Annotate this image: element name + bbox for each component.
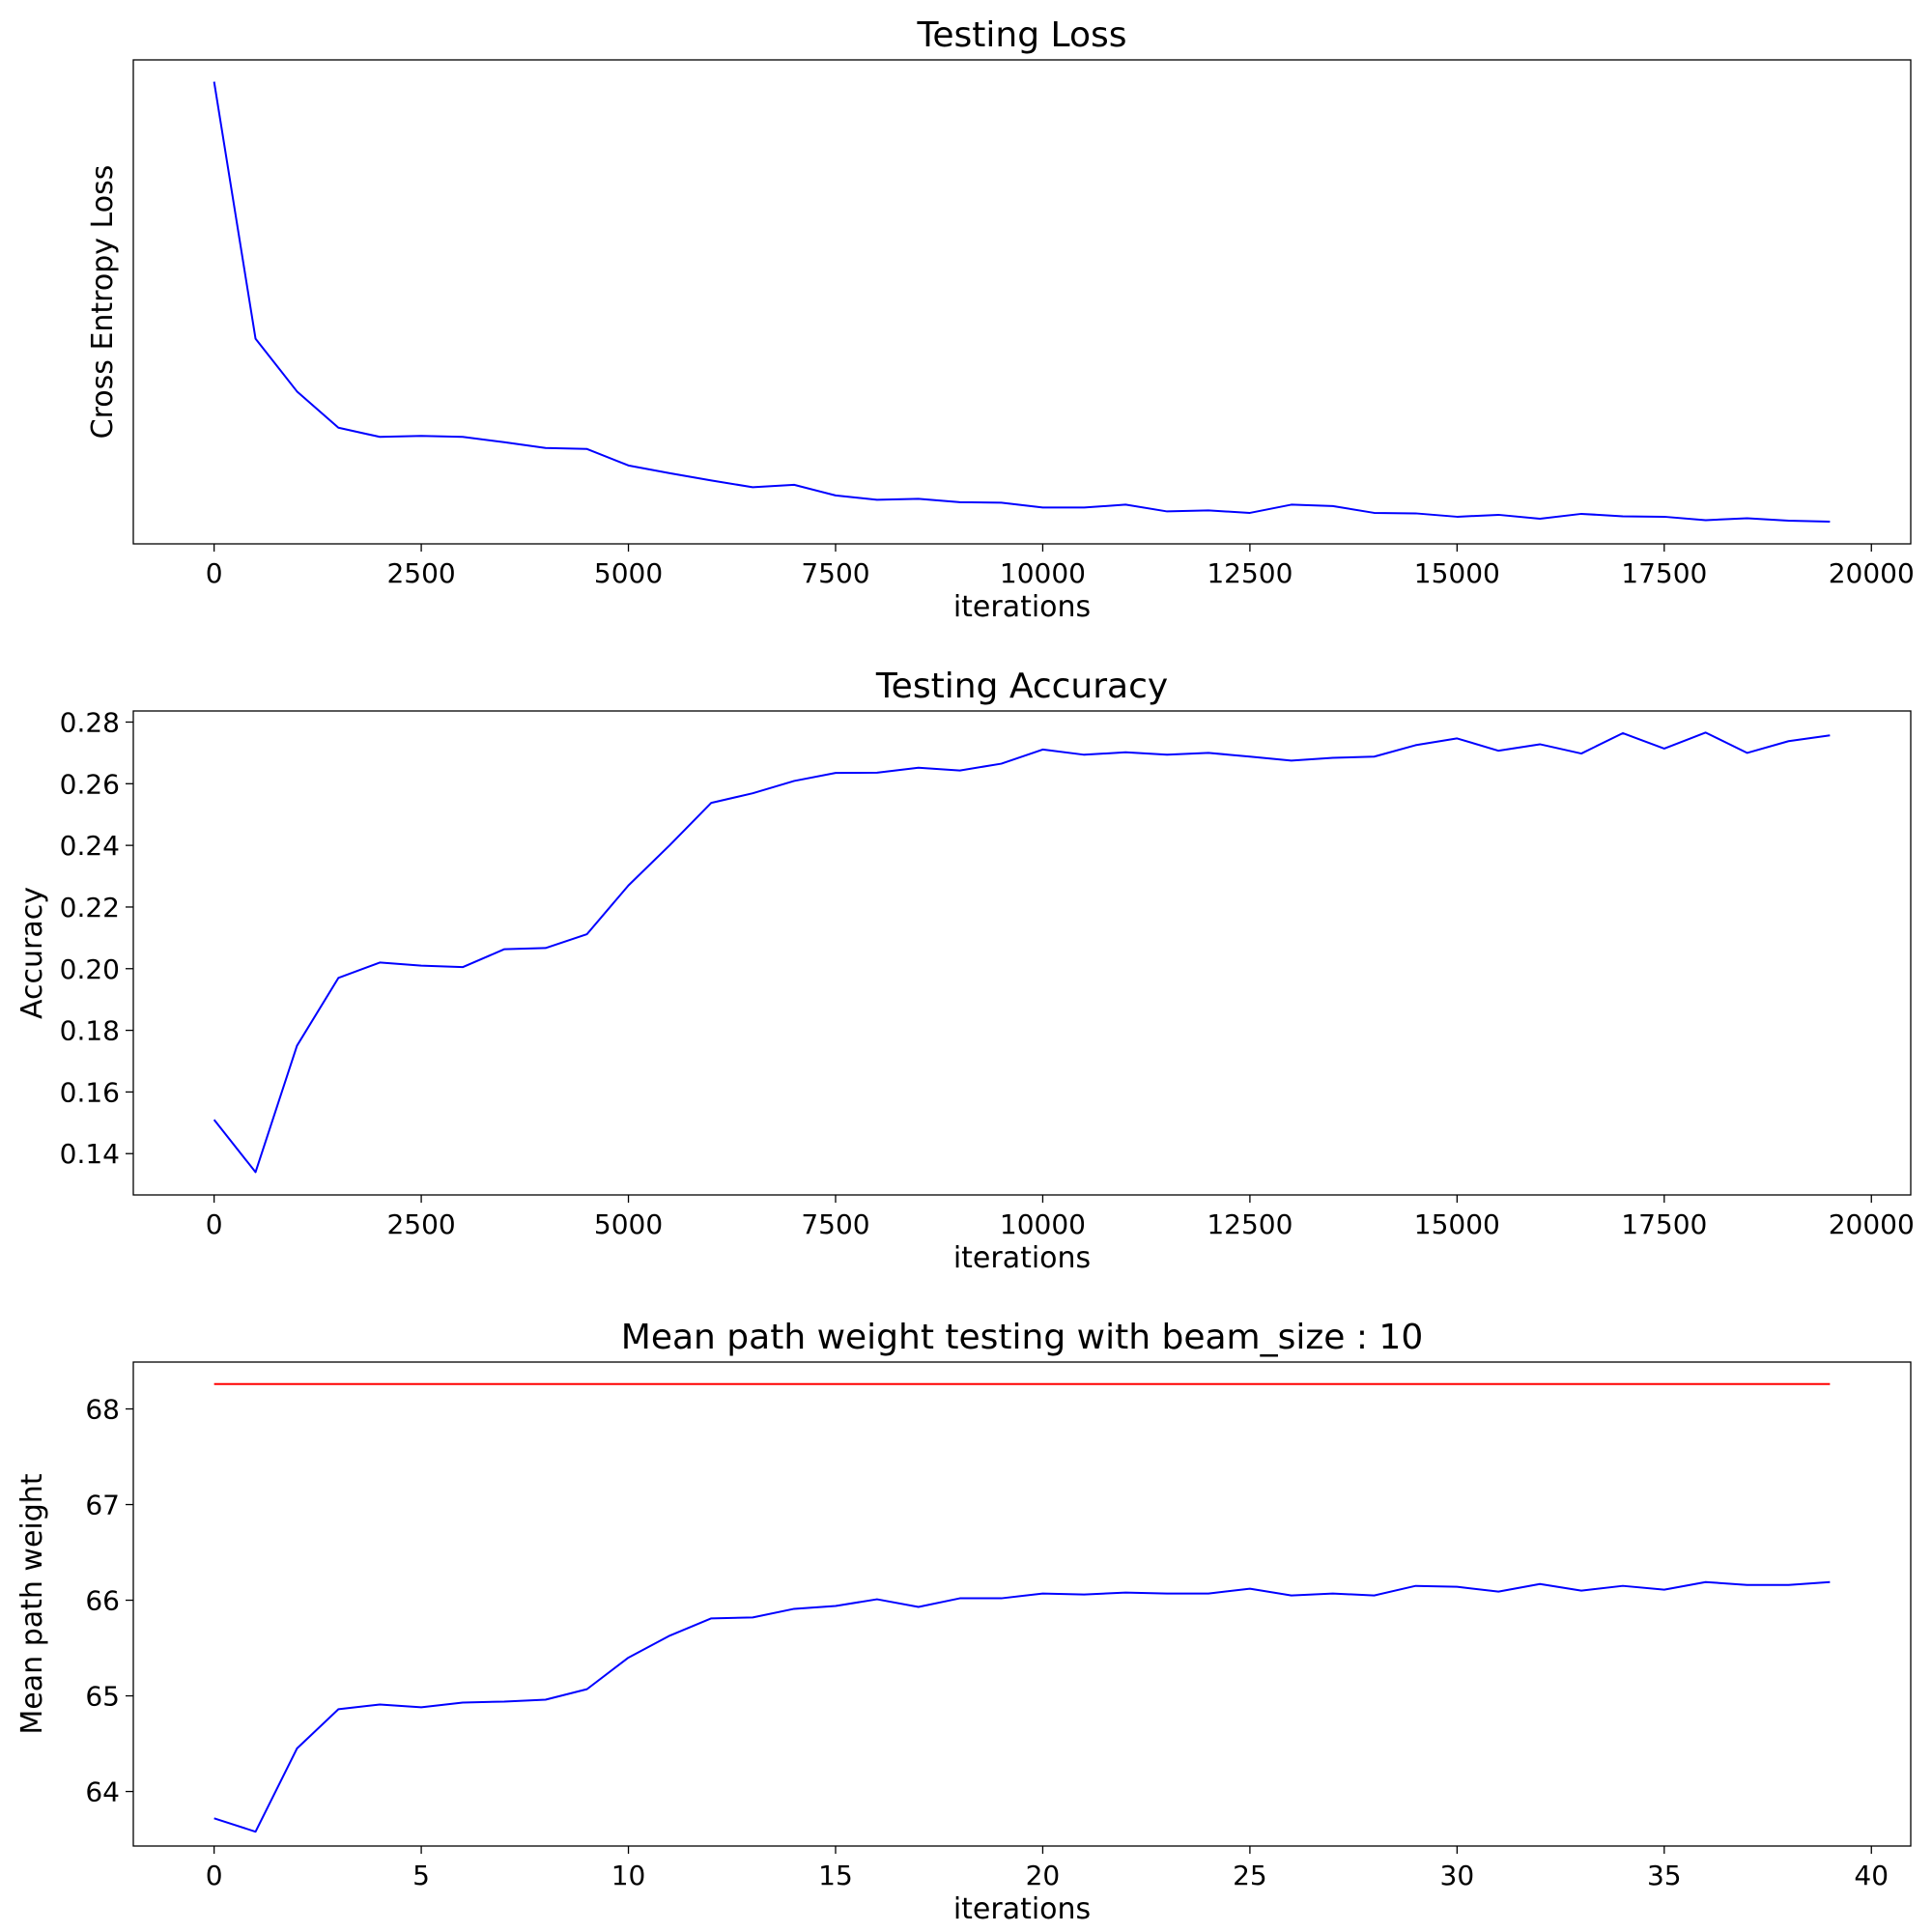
- y-axis-label: Cross Entropy Loss: [86, 165, 120, 440]
- y-tick-label: 0.22: [60, 892, 120, 923]
- x-tick-label: 5: [412, 1860, 430, 1891]
- x-tick-label: 7500: [801, 1208, 869, 1240]
- y-tick-label: 67: [85, 1490, 120, 1521]
- chart-panel-3: Mean path weight testing with beam_size …: [15, 1318, 1912, 1926]
- x-tick-label: 5000: [594, 557, 663, 589]
- x-tick-label: 20000: [1829, 1208, 1915, 1240]
- x-tick-label: 17500: [1621, 557, 1707, 589]
- series-line-2: [213, 1580, 1831, 1833]
- x-tick-label: 30: [1440, 1860, 1475, 1891]
- x-tick-label: 0: [206, 1860, 223, 1891]
- y-axis-label: Accuracy: [15, 887, 49, 1019]
- y-tick-label: 0.14: [60, 1138, 120, 1170]
- y-tick-label: 65: [85, 1681, 120, 1713]
- chart-title: Testing Loss: [917, 15, 1127, 55]
- x-tick-label: 2500: [386, 1208, 455, 1240]
- x-tick-label: 20: [1026, 1860, 1061, 1891]
- x-axis-label: iterations: [953, 590, 1091, 624]
- x-tick-label: 7500: [801, 557, 869, 589]
- plot-frame: [132, 1361, 1912, 1847]
- x-tick-label: 20000: [1829, 557, 1915, 589]
- y-tick-label: 0.18: [60, 1015, 120, 1047]
- x-tick-label: 40: [1854, 1860, 1889, 1891]
- y-tick-label: 0.20: [60, 953, 120, 985]
- plot-frame: [132, 59, 1912, 545]
- x-tick-label: 15000: [1414, 557, 1500, 589]
- x-tick-label: 35: [1647, 1860, 1682, 1891]
- x-tick-label: 15: [818, 1860, 853, 1891]
- x-tick-label: 0: [206, 1208, 223, 1240]
- chart-title: Testing Accuracy: [875, 667, 1168, 706]
- x-tick-label: 17500: [1621, 1208, 1707, 1240]
- y-tick-label: 66: [85, 1585, 120, 1617]
- y-tick-label: 68: [85, 1394, 120, 1426]
- chart-title: Mean path weight testing with beam_size …: [621, 1318, 1423, 1357]
- chart-panel-2: Testing Accuracy 0 2500 5000 7500 10000 12500 1…: [15, 667, 1915, 1275]
- x-tick-label: 10000: [1000, 1208, 1086, 1240]
- y-tick-label: 0.26: [60, 768, 120, 800]
- x-tick-label: 12500: [1207, 1208, 1293, 1240]
- y-tick-label: 0.24: [60, 830, 120, 862]
- x-tick-label: 15000: [1414, 1208, 1500, 1240]
- x-axis-label: iterations: [953, 1241, 1091, 1275]
- y-axis-label: Mean path weight: [15, 1473, 49, 1734]
- chart-panel-1: Testing Loss 0 2500 5000 7500 10000 12500 15000…: [86, 15, 1915, 624]
- y-tick-label: 0.16: [60, 1076, 120, 1108]
- y-tick-label: 64: [85, 1776, 120, 1808]
- x-tick-label: 10: [611, 1860, 646, 1891]
- series-line-1: [213, 81, 1831, 523]
- x-tick-label: 0: [206, 557, 223, 589]
- x-tick-label: 10000: [1000, 557, 1086, 589]
- series-line-1: [213, 731, 1831, 1174]
- x-axis-label: iterations: [953, 1892, 1091, 1926]
- x-tick-label: 5000: [594, 1208, 663, 1240]
- plot-frame: [132, 710, 1912, 1196]
- x-tick-label: 2500: [386, 557, 455, 589]
- x-tick-label: 25: [1233, 1860, 1267, 1891]
- y-tick-label: 0.28: [60, 706, 120, 738]
- x-tick-label: 12500: [1207, 557, 1293, 589]
